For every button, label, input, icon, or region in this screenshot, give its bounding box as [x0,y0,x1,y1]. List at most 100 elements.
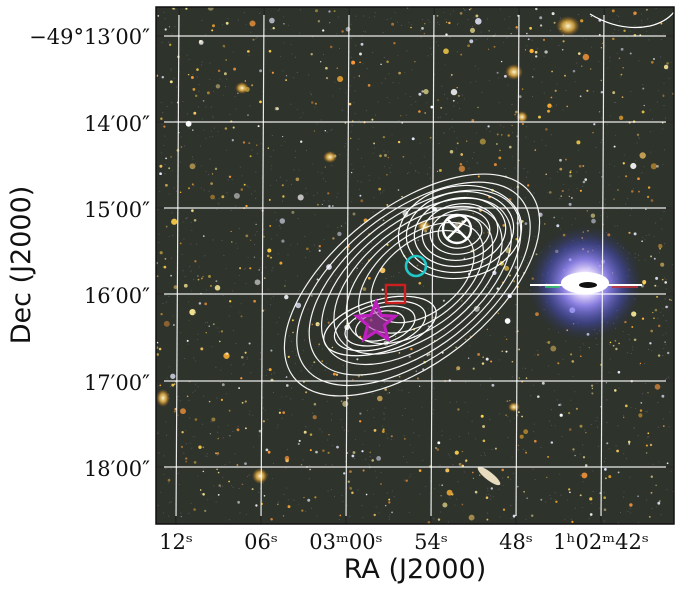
field-star [405,479,408,482]
field-star [574,454,576,457]
sky-noise [465,302,467,304]
field-star [458,462,462,466]
field-star [300,463,303,466]
field-star [534,50,538,54]
sky-noise [259,358,261,360]
field-star [478,306,480,309]
sky-noise [664,277,666,279]
sky-noise [614,225,616,227]
field-star [502,508,506,511]
field-star [526,497,528,499]
sky-noise [537,48,538,50]
sky-noise [501,289,503,291]
sky-noise [192,159,194,161]
sky-noise [208,190,210,192]
field-star [239,267,242,270]
field-star [642,281,646,285]
sky-noise [204,255,206,257]
sky-noise [510,190,512,192]
sky-noise [663,211,665,212]
sky-noise [351,163,353,165]
field-star [244,427,247,430]
sky-noise [453,10,455,12]
sky-noise [477,68,479,70]
sky-noise [422,459,424,461]
field-star [244,80,247,82]
sky-noise [361,505,363,507]
field-star [284,285,286,287]
field-star [220,330,224,333]
sky-noise [382,220,384,221]
field-star [216,468,218,471]
sky-noise [512,132,514,133]
field-star [177,414,179,416]
sky-noise [222,485,224,487]
sky-noise [172,315,174,317]
field-star [568,428,572,431]
contour-line [308,189,522,376]
sky-noise [159,191,161,192]
field-star [252,38,255,41]
sky-noise [614,29,616,31]
field-star [202,493,205,496]
sky-noise [383,189,385,191]
field-star [460,153,464,156]
sky-noise [420,233,422,235]
contour-line [437,215,483,249]
sky-noise [566,499,568,501]
sky-noise [551,38,553,40]
sky-noise [304,236,306,237]
field-star [645,452,648,454]
sky-noise [486,494,487,496]
sky-noise [615,102,617,104]
sky-noise [337,192,339,194]
ra-tick-labels: 12ˢ 06ˢ 03ᵐ00ˢ 54ˢ 48ˢ 1ʰ02ᵐ42ˢ [159,530,649,554]
sky-noise [665,378,667,380]
sky-noise [652,463,654,465]
field-star [566,105,569,108]
field-star [256,144,258,146]
sky-noise [343,429,345,431]
field-star [479,138,486,145]
sky-noise [351,201,353,203]
sky-noise [434,347,436,349]
sky-noise [398,82,400,84]
field-star [282,411,286,414]
sky-noise [394,12,396,14]
sky-noise [250,31,252,33]
sky-noise [421,19,423,20]
sky-noise [183,452,185,454]
sky-noise [451,126,453,128]
sky-noise [267,419,269,420]
field-star [313,402,317,406]
sky-noise [643,166,645,168]
sky-noise [238,488,240,489]
sky-noise [210,421,212,423]
sky-noise [286,487,288,489]
sky-noise [651,350,653,352]
field-star [572,69,576,73]
field-star [362,469,365,472]
sky-noise [404,408,406,409]
sky-noise [217,431,219,433]
sky-noise [278,8,280,10]
sky-noise [606,399,608,401]
sky-noise [395,344,397,346]
sky-noise [327,318,329,320]
sky-noise [372,152,374,154]
field-star [309,433,313,436]
sky-noise [550,409,552,411]
sky-noise [381,385,383,387]
field-star [228,480,230,483]
sky-noise [507,416,509,418]
sky-noise [341,109,343,111]
sky-noise [615,445,617,447]
sky-noise [237,19,239,21]
partial-contour-arc [589,11,674,29]
sky-noise [387,151,389,153]
sky-noise [286,180,288,182]
sky-noise [222,94,224,96]
sky-noise [443,11,445,13]
sky-noise [239,512,241,514]
sky-noise [599,201,600,203]
